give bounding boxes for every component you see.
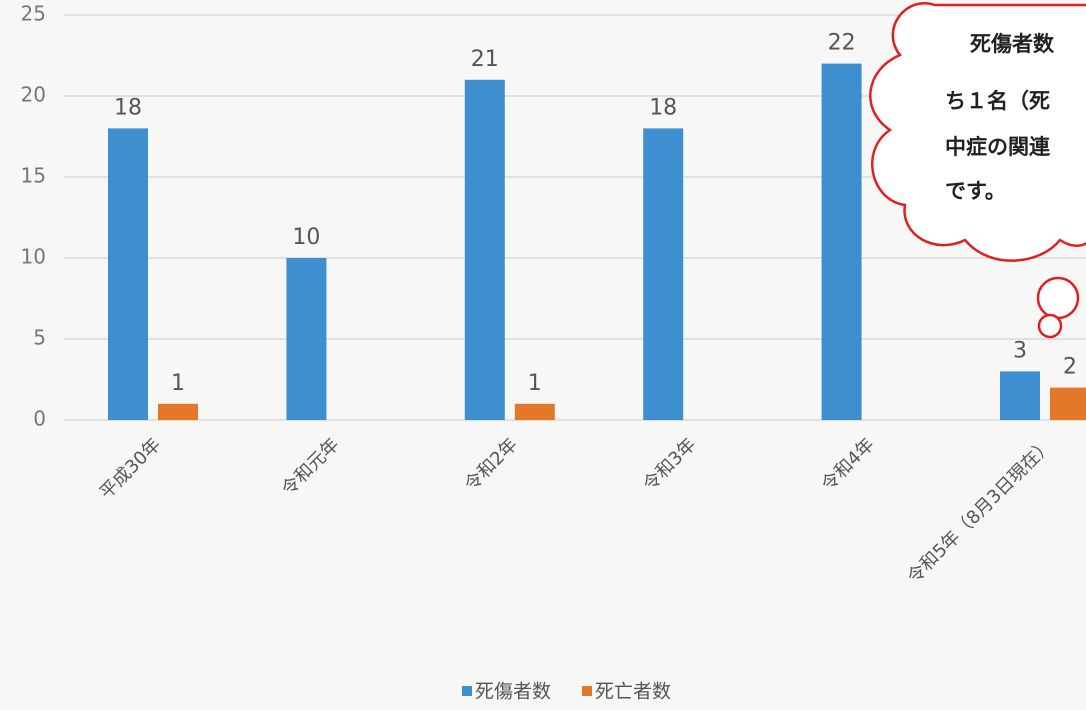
annotation-text: ち１名（死 (945, 89, 1050, 113)
bar (514, 403, 555, 420)
legend-label: 死傷者数 (475, 681, 551, 703)
cloud-dot (1036, 276, 1080, 320)
value-label: 1 (171, 371, 185, 396)
bar (1050, 387, 1086, 420)
bar (464, 79, 505, 421)
bar (821, 63, 862, 420)
bar (158, 403, 198, 420)
value-label: 2 (1063, 355, 1077, 380)
y-tick-label: 10 (21, 245, 46, 269)
cloud (869, 2, 1086, 262)
cloud-dot (1037, 313, 1063, 339)
y-tick-label: 25 (21, 2, 46, 26)
value-label: 18 (114, 95, 142, 120)
bar (643, 128, 684, 420)
bar (286, 258, 327, 420)
value-label: 10 (292, 225, 320, 250)
value-label: 18 (649, 95, 677, 120)
y-tick-label: 15 (21, 164, 46, 188)
legend-swatch (462, 686, 472, 696)
value-label: 21 (471, 47, 499, 72)
bar (1000, 371, 1040, 420)
value-label: 22 (828, 31, 856, 56)
y-tick-label: 0 (33, 407, 46, 431)
bar (108, 128, 148, 420)
value-label: 3 (1013, 338, 1027, 363)
annotation-text: 死傷者数 (970, 32, 1055, 56)
legend-label: 死亡者数 (595, 681, 671, 703)
legend-swatch (582, 686, 592, 696)
annotation-text: 中症の関連 (945, 135, 1051, 159)
value-label: 1 (528, 371, 542, 396)
y-tick-label: 5 (33, 326, 46, 350)
y-tick-label: 20 (21, 83, 46, 107)
annotation-text: です。 (945, 179, 1006, 203)
